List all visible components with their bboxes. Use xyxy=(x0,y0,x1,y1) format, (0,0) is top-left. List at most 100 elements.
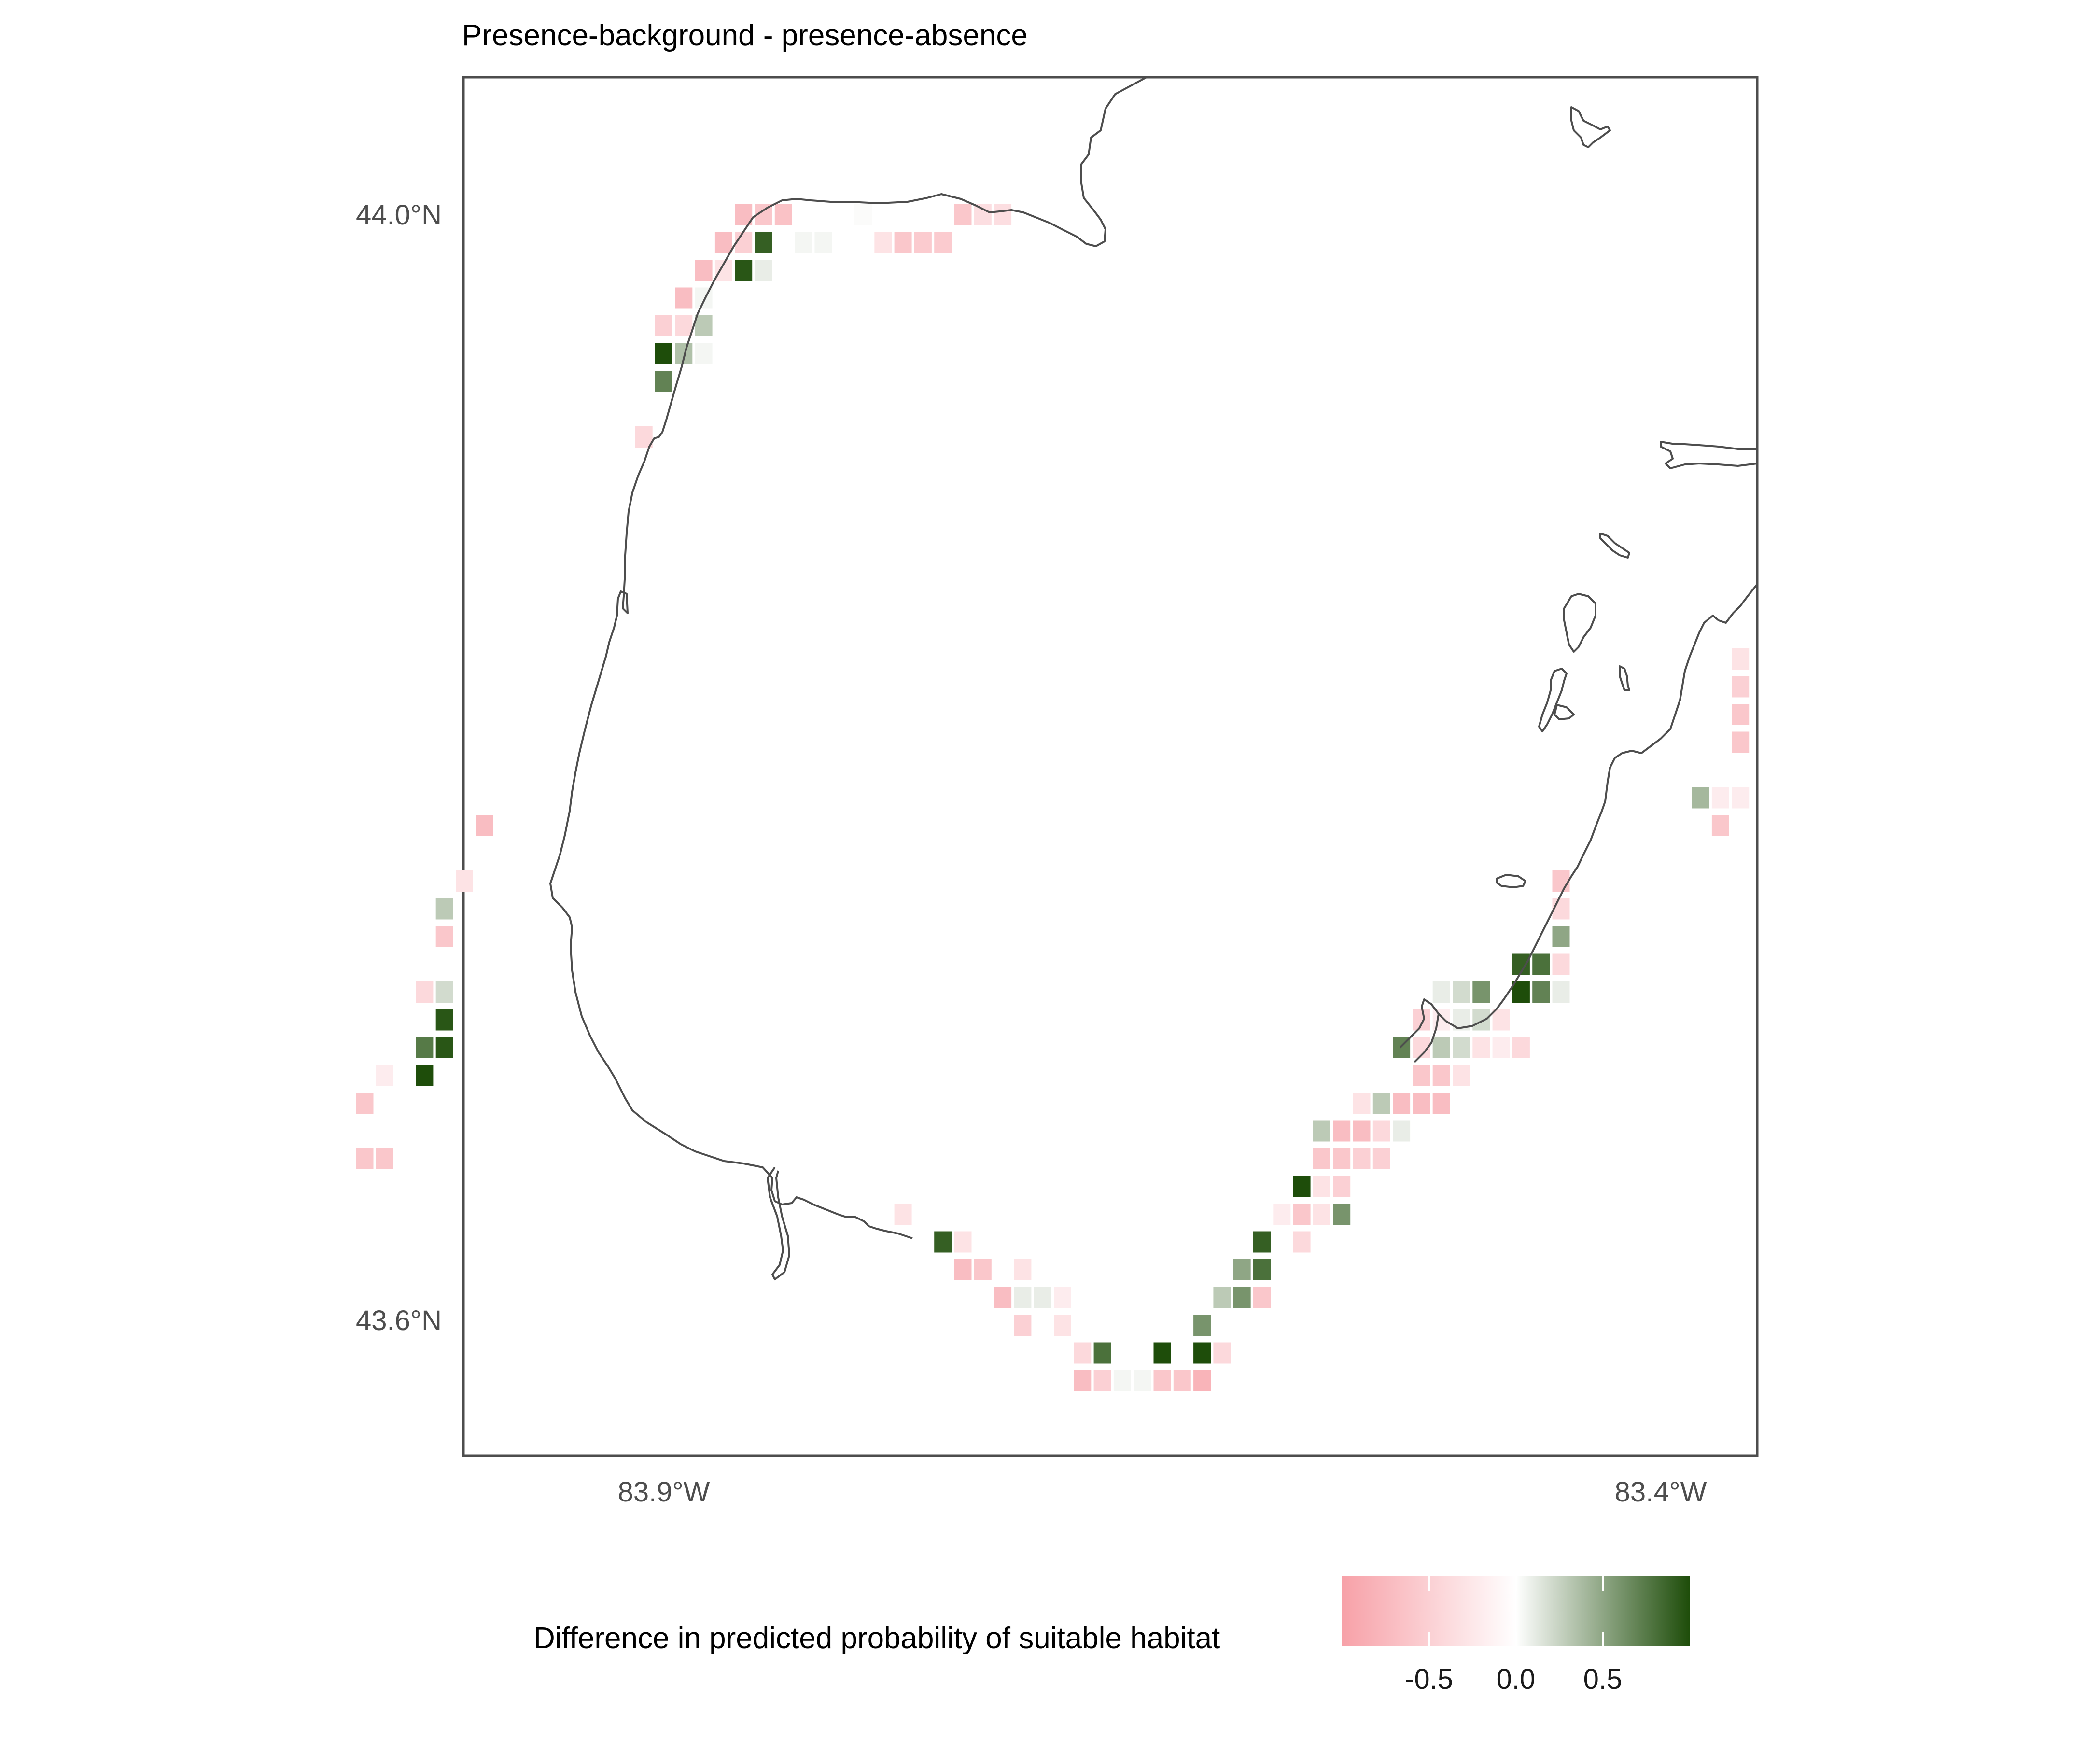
raster-cell xyxy=(1233,1259,1251,1280)
raster-cell xyxy=(894,232,912,253)
raster-cell xyxy=(1711,815,1729,836)
raster-cell xyxy=(854,204,872,225)
raster-cell xyxy=(1732,787,1750,809)
raster-cell xyxy=(1393,1120,1411,1142)
raster-cell xyxy=(954,1231,972,1253)
raster-cell xyxy=(974,1259,992,1280)
raster-cell xyxy=(1552,981,1570,1003)
bay-coastline xyxy=(549,76,1147,1239)
raster-cell xyxy=(655,343,672,364)
raster-cell xyxy=(1532,981,1550,1003)
raster-cell xyxy=(1432,1009,1450,1031)
raster-cell xyxy=(755,232,772,253)
raster-cell xyxy=(1711,787,1729,809)
raster-cell xyxy=(1014,1287,1032,1308)
raster-cell xyxy=(795,232,812,253)
raster-cell xyxy=(435,981,453,1003)
raster-cell xyxy=(1313,1204,1330,1225)
raster-cell xyxy=(1512,981,1530,1003)
lon-tick-label: 83.9°W xyxy=(618,1476,710,1508)
raster-cell xyxy=(1313,1120,1330,1142)
raster-cell xyxy=(1532,953,1550,975)
lon-tick-label: 83.4°W xyxy=(1615,1476,1707,1508)
raster-cell xyxy=(1353,1148,1371,1169)
raster-cell xyxy=(1093,1370,1111,1391)
raster-cell xyxy=(356,1093,374,1114)
map-title: Presence-background - presence-absence xyxy=(462,19,1028,52)
raster-cell xyxy=(1173,1370,1191,1391)
raster-cell xyxy=(1054,1315,1071,1336)
legend-tick-label: -0.5 xyxy=(1405,1664,1453,1695)
raster-cell xyxy=(714,232,732,253)
raster-cell xyxy=(954,1259,972,1280)
raster-cell xyxy=(1453,1065,1470,1086)
raster-cell xyxy=(1472,1009,1490,1031)
coastline xyxy=(549,76,1758,1280)
raster-cell xyxy=(1074,1370,1092,1391)
raster-cell xyxy=(994,1287,1012,1308)
raster-cell xyxy=(695,343,713,364)
raster-cell xyxy=(1372,1148,1390,1169)
raster-cell xyxy=(1193,1342,1211,1364)
raster-cell xyxy=(1233,1287,1251,1308)
raster-cell xyxy=(755,260,772,281)
raster-cell xyxy=(1492,1009,1510,1031)
raster-cell xyxy=(1333,1148,1351,1169)
raster-cell xyxy=(1034,1287,1051,1308)
raster-cell xyxy=(1253,1287,1271,1308)
raster-cell xyxy=(1293,1176,1311,1197)
lat-tick-label: 43.6°N xyxy=(356,1305,442,1336)
raster-cell xyxy=(1353,1093,1371,1114)
legend-tick-label: 0.0 xyxy=(1497,1664,1536,1695)
raster-cell xyxy=(974,204,992,225)
spit-coastline xyxy=(767,1166,790,1280)
legend-title: Difference in predicted probability of s… xyxy=(533,1622,1220,1655)
raster-cell xyxy=(1293,1204,1311,1225)
raster-cell xyxy=(1552,953,1570,975)
east-coastline xyxy=(1399,583,1758,1063)
raster-cell xyxy=(1552,898,1570,920)
raster-cell xyxy=(1432,981,1450,1003)
raster-cell xyxy=(476,815,493,836)
raster-cell xyxy=(1193,1370,1211,1391)
raster-cell xyxy=(834,204,852,225)
raster-cell xyxy=(1732,676,1750,698)
raster-cell xyxy=(1453,1037,1470,1058)
raster-cell xyxy=(735,260,753,281)
raster-cell xyxy=(1213,1287,1231,1308)
raster-cell xyxy=(814,232,832,253)
raster-cell xyxy=(1393,1093,1411,1114)
raster-cell xyxy=(1153,1370,1171,1391)
raster-cell xyxy=(1372,1093,1390,1114)
raster-cell xyxy=(1293,1231,1311,1253)
legend-tick-marks xyxy=(1428,1576,1604,1646)
raster-cell xyxy=(675,315,693,336)
raster-cell xyxy=(774,204,792,225)
raster-cell xyxy=(1432,1065,1450,1086)
raster-cell xyxy=(894,1204,912,1225)
raster-cell xyxy=(994,204,1012,225)
raster-cell xyxy=(774,232,792,253)
lat-tick-label: 44.0°N xyxy=(356,199,442,231)
raster-cell xyxy=(934,1231,952,1253)
raster-cell xyxy=(1253,1231,1271,1253)
raster-cell xyxy=(376,1065,393,1086)
raster-cell xyxy=(1014,1315,1032,1336)
raster-cell xyxy=(874,232,892,253)
raster-cell xyxy=(954,204,972,225)
raster-cell xyxy=(1732,704,1750,725)
raster-cell xyxy=(655,315,672,336)
raster-cell xyxy=(1453,981,1470,1003)
islet-5 xyxy=(1496,874,1526,888)
legend-tick-label: 0.5 xyxy=(1583,1664,1623,1695)
raster-cell xyxy=(1413,1093,1430,1114)
raster-cell xyxy=(1333,1120,1351,1142)
raster-cell xyxy=(1472,1037,1490,1058)
map-panel-border xyxy=(462,76,1759,1457)
raster-cell xyxy=(416,981,434,1003)
raster-cell xyxy=(356,1148,374,1169)
raster-cell xyxy=(1732,648,1750,670)
legend: -0.5 0.0 0.5 xyxy=(1342,1576,1690,1695)
raster-cell xyxy=(435,1037,453,1058)
